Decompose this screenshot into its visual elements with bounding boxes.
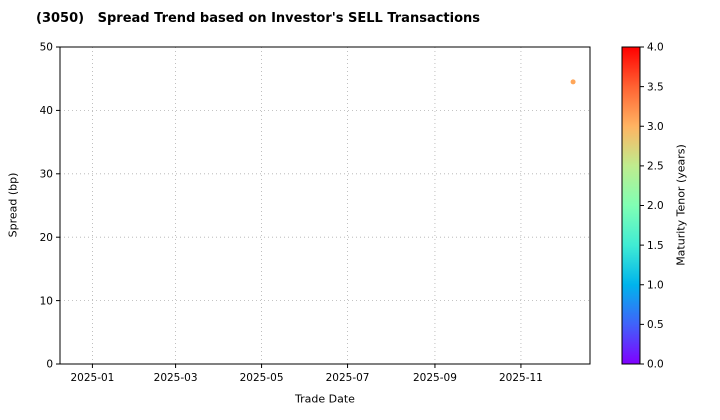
colorbar-tick-label: 2.5 <box>647 161 664 173</box>
colorbar-tick-label: 3.0 <box>647 121 664 133</box>
colorbar <box>622 47 640 364</box>
chart-title: (3050) Spread Trend based on Investor's … <box>36 11 481 26</box>
colorbar-tick-label: 3.5 <box>647 81 664 93</box>
y-tick-label: 10 <box>40 295 53 307</box>
plot-border <box>59 46 591 365</box>
colorbar-tick-label: 4.0 <box>647 42 664 54</box>
x-tick-label: 2025-09 <box>413 372 457 384</box>
y-tick-label: 40 <box>40 105 53 117</box>
x-tick-label: 2025-01 <box>70 372 114 384</box>
colorbar-tick-label: 1.0 <box>647 279 664 291</box>
colorbar-tick-label: 2.0 <box>647 200 664 212</box>
data-point <box>570 79 576 85</box>
y-tick-label: 50 <box>40 42 53 54</box>
y-tick-label: 30 <box>40 169 53 181</box>
y-tick-label: 20 <box>40 232 53 244</box>
colorbar-tick-label: 0.0 <box>647 359 664 371</box>
colorbar-tick-label: 1.5 <box>647 240 664 252</box>
x-tick-label: 2025-03 <box>154 372 198 384</box>
y-tick-label: 0 <box>46 359 53 371</box>
x-tick-label: 2025-07 <box>326 372 370 384</box>
x-tick-label: 2025-05 <box>240 372 284 384</box>
colorbar-tick-label: 0.5 <box>647 319 664 331</box>
x-tick-label: 2025-11 <box>499 372 543 384</box>
x-axis-label: Trade Date <box>295 392 355 406</box>
